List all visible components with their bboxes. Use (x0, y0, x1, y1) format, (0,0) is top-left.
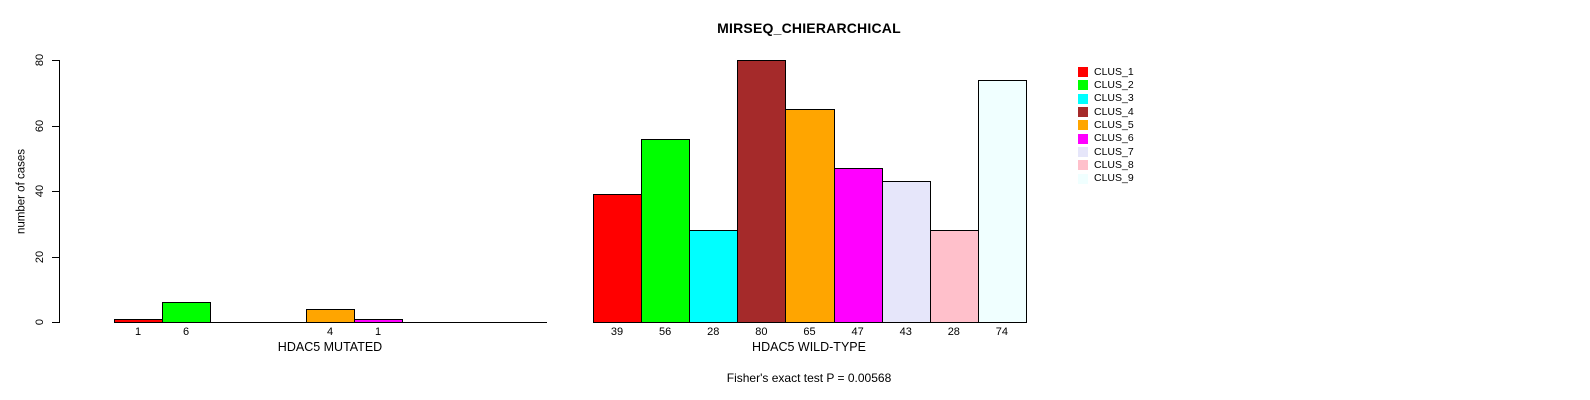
legend-label: CLUS_2 (1094, 78, 1134, 91)
x-axis-label-mutated: HDAC5 MUTATED (277, 340, 383, 354)
bar-value-label: 1 (134, 326, 142, 338)
y-axis-tick (52, 256, 60, 258)
bar-value-label: 6 (182, 326, 190, 338)
legend-label: CLUS_3 (1094, 92, 1134, 105)
legend-label: CLUS_9 (1094, 172, 1134, 185)
bar-value-label: 65 (803, 326, 816, 338)
bar-clus_5 (306, 308, 355, 323)
bar-clus_1 (593, 194, 643, 323)
bar-clus_5 (785, 109, 835, 323)
legend-item: CLUS_4 (1078, 106, 1134, 119)
y-axis-tick-label: 0 (34, 318, 46, 326)
bar-clus_4 (737, 60, 787, 323)
y-axis-tick (52, 191, 60, 193)
bar-clus_9 (977, 80, 1027, 323)
legend-label: CLUS_4 (1094, 105, 1134, 118)
legend-color-swatch (1078, 93, 1088, 104)
legend-label: CLUS_6 (1094, 132, 1134, 145)
bar-clus_3 (689, 230, 739, 323)
bar-value-label: 47 (851, 326, 864, 338)
legend-label: CLUS_8 (1094, 158, 1134, 171)
y-axis-tick (52, 125, 60, 127)
y-axis-tick-label: 20 (34, 250, 46, 263)
legend-item: CLUS_1 (1078, 66, 1134, 79)
bar-value-label: 4 (326, 326, 334, 338)
bar-clus_1 (114, 318, 163, 323)
legend-label: CLUS_7 (1094, 145, 1134, 158)
bar-value-label: 80 (755, 326, 768, 338)
bar-value-label: 1 (374, 326, 382, 338)
bar-value-label: 43 (899, 326, 912, 338)
legend-label: CLUS_5 (1094, 118, 1134, 131)
legend-item: CLUS_6 (1078, 132, 1134, 145)
y-axis-tick-label: 40 (34, 185, 46, 198)
y-axis-tick-label: 60 (34, 119, 46, 132)
y-axis-tick-label: 80 (34, 54, 46, 67)
legend-color-swatch (1078, 67, 1088, 77)
bar-value-label: 56 (659, 326, 672, 338)
bar-clus_2 (162, 302, 211, 323)
x-axis-label-wildtype: HDAC5 WILD-TYPE (752, 340, 866, 354)
y-axis-tick (52, 322, 60, 323)
bar-value-label: 74 (995, 326, 1009, 338)
legend-label: CLUS_1 (1094, 65, 1134, 78)
legend-color-swatch (1078, 147, 1088, 158)
fisher-test-annotation: Fisher's exact test P = 0.00568 (726, 371, 892, 385)
legend-item: CLUS_5 (1078, 119, 1134, 132)
legend-item: CLUS_8 (1078, 159, 1134, 172)
bar-value-label: 28 (707, 326, 720, 338)
legend-color-swatch (1078, 160, 1088, 171)
chart-title: MIRSEQ_CHIERARCHICAL (717, 20, 901, 36)
legend-color-swatch (1078, 107, 1088, 118)
y-axis-title: number of cases (15, 149, 28, 235)
legend-color-swatch (1078, 80, 1088, 91)
legend-item: CLUS_9 (1078, 172, 1134, 185)
legend-color-swatch (1078, 133, 1088, 144)
y-axis-tick (52, 60, 60, 62)
legend-item: CLUS_2 (1078, 79, 1134, 92)
bar-clus_6 (833, 168, 883, 323)
legend-item: CLUS_3 (1078, 92, 1134, 105)
bar-clus_8 (929, 230, 979, 323)
legend-color-swatch (1078, 120, 1088, 131)
legend-item: CLUS_7 (1078, 146, 1134, 159)
bar-clus_7 (881, 181, 931, 323)
legend-color-swatch (1078, 173, 1088, 184)
bar-clus_2 (641, 138, 691, 323)
bar-value-label: 39 (610, 326, 624, 338)
bar-value-label: 28 (947, 326, 960, 338)
bar-clus_6 (354, 318, 403, 323)
